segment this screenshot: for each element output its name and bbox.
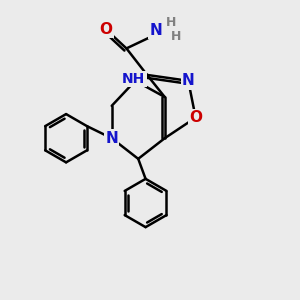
Text: H: H (171, 30, 182, 43)
Text: H: H (165, 16, 176, 29)
Text: N: N (182, 73, 195, 88)
Text: N: N (149, 23, 162, 38)
Text: N: N (105, 131, 118, 146)
Text: O: O (99, 22, 112, 37)
Text: NH: NH (122, 72, 146, 86)
Text: O: O (189, 110, 202, 125)
